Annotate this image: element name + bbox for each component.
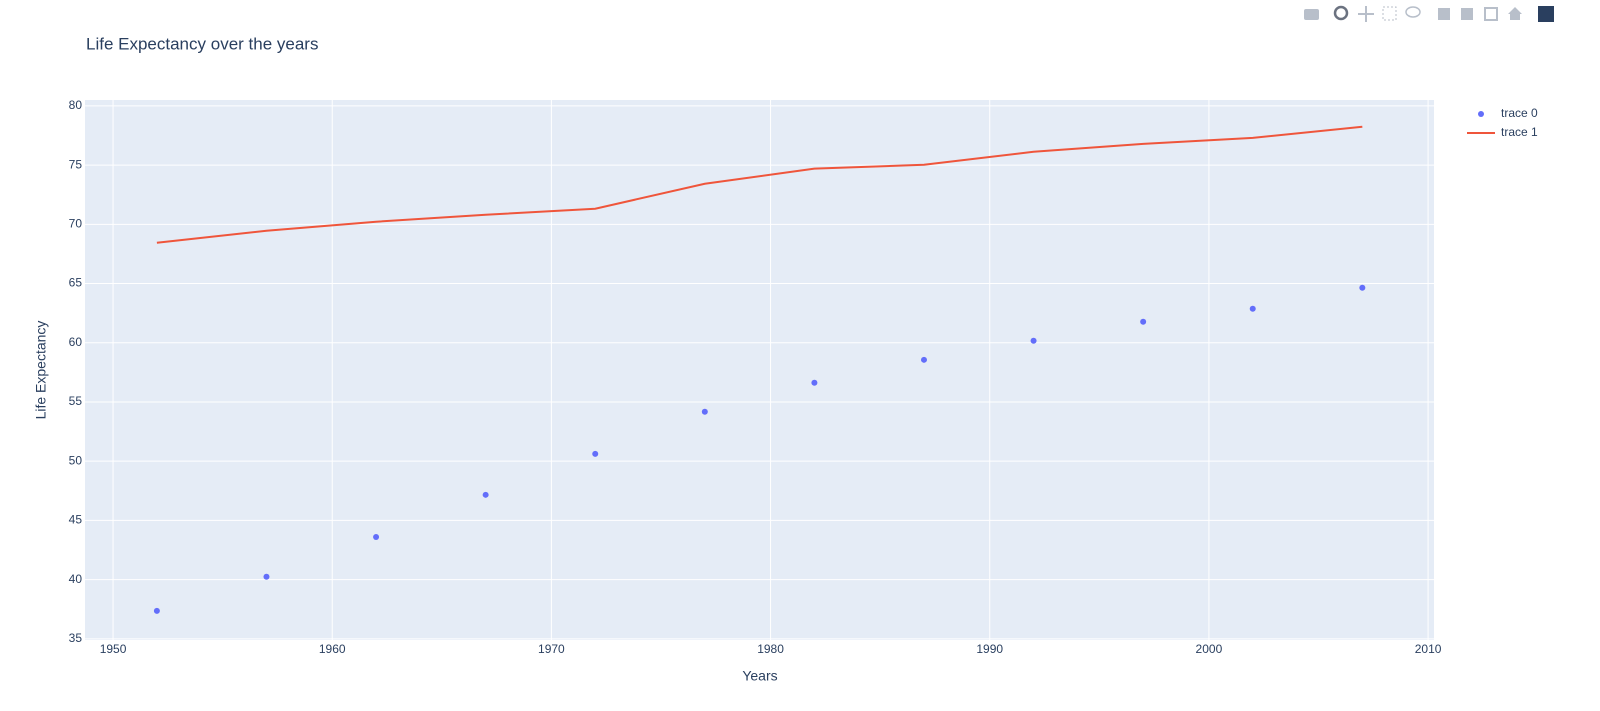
point: [1249, 305, 1256, 312]
legend-label: trace 0: [1501, 106, 1538, 120]
x-tick-label: 1950: [100, 642, 127, 656]
y-tick-label: 55: [69, 394, 83, 408]
line: [156, 125, 1363, 244]
grid: [85, 100, 1434, 640]
point: [1030, 337, 1037, 344]
plot-area: [85, 100, 1434, 640]
lasso-icon[interactable]: [1405, 6, 1421, 18]
zoom-icon[interactable]: [1333, 5, 1349, 21]
y-tick-label: 75: [69, 157, 83, 171]
y-axis-title: Life Expectancy: [33, 321, 49, 420]
y-tick-label: 60: [69, 335, 83, 349]
box-select-icon[interactable]: [1382, 6, 1397, 21]
point: [592, 450, 599, 457]
x-tick-label: 2000: [1196, 642, 1223, 656]
y-tick-label: 65: [69, 276, 83, 290]
y-tick-label: 40: [69, 572, 83, 586]
point: [811, 379, 818, 386]
y-tick-label: 45: [69, 513, 83, 527]
y-tick-label: 35: [69, 631, 83, 645]
autoscale-icon[interactable]: [1484, 7, 1498, 21]
zoom-in-icon[interactable]: [1438, 8, 1450, 20]
y-tick-label: 50: [69, 453, 83, 467]
point: [1359, 284, 1366, 291]
pan-icon[interactable]: [1358, 6, 1374, 22]
point: [263, 573, 270, 580]
legend-label: trace 1: [1501, 125, 1538, 139]
point: [482, 491, 489, 498]
point: [701, 408, 708, 415]
y-tick-label: 70: [69, 217, 83, 231]
zoom-out-icon[interactable]: [1461, 8, 1473, 20]
x-tick-label: 1970: [538, 642, 565, 656]
point: [920, 356, 927, 363]
point: [373, 533, 380, 540]
camera-icon[interactable]: [1304, 9, 1319, 20]
x-tick-label: 1980: [757, 642, 784, 656]
point: [153, 607, 160, 614]
modebar[interactable]: [1304, 5, 1554, 22]
x-tick-label: 1960: [319, 642, 346, 656]
x-tick-label: 2010: [1415, 642, 1442, 656]
x-tick-label: 1990: [976, 642, 1003, 656]
chart-title: Life Expectancy over the years: [86, 34, 318, 53]
x-axis-title: Years: [742, 668, 777, 684]
point: [1140, 318, 1147, 325]
reset-icon[interactable]: [1508, 7, 1522, 20]
y-tick-label: 80: [69, 98, 83, 112]
plotly-logo[interactable]: [1538, 6, 1554, 22]
legend-marker: [1478, 111, 1484, 117]
